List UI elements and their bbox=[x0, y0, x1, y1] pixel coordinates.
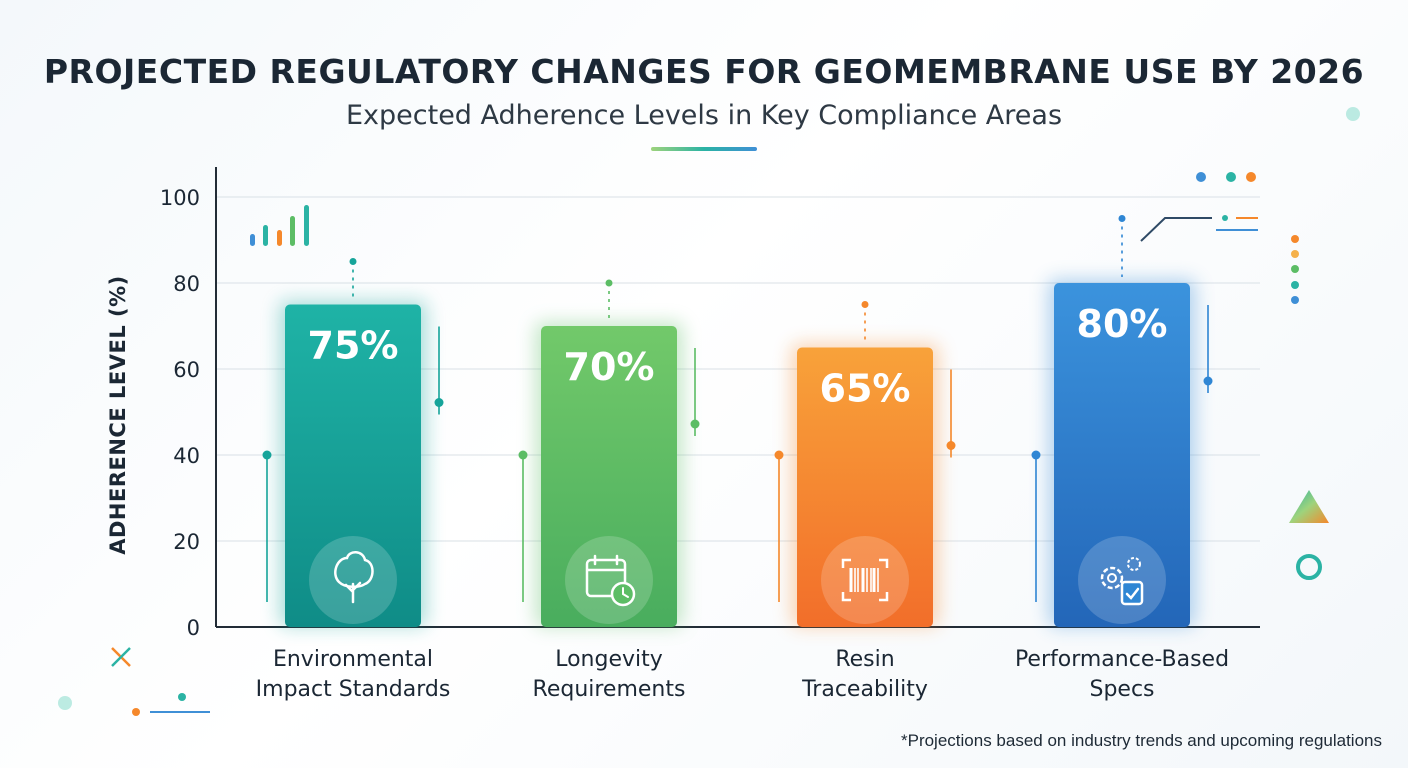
x-tick-label: Resin Traceability bbox=[801, 647, 928, 702]
accent-dot bbox=[262, 450, 272, 460]
icon-badge bbox=[565, 536, 653, 624]
decorative-dot bbox=[1222, 215, 1228, 221]
x-tick-labels: Environmental Impact Standards Longevity Re… bbox=[256, 647, 1229, 702]
cross-icon bbox=[111, 647, 131, 667]
icon-badge bbox=[309, 536, 397, 624]
accent-dot bbox=[1031, 450, 1041, 460]
ring-icon bbox=[1296, 554, 1322, 580]
icon-badge bbox=[821, 536, 909, 624]
decorative-dot bbox=[178, 693, 186, 701]
bar bbox=[285, 304, 421, 627]
bar-group: 80% bbox=[1031, 215, 1213, 627]
leader-dot bbox=[1118, 215, 1126, 222]
x-tick-label-line: Impact Standards bbox=[256, 677, 451, 702]
leader-dot bbox=[605, 279, 613, 287]
gear-large-hub bbox=[1107, 573, 1117, 583]
leader-dot bbox=[349, 258, 357, 265]
bar-value-label: 70% bbox=[564, 345, 655, 389]
bar-value-label: 80% bbox=[1077, 302, 1168, 346]
leader-dot bbox=[861, 301, 869, 308]
y-tick-label: 60 bbox=[173, 358, 200, 382]
decorative-dot bbox=[132, 708, 140, 716]
calendar-clock-icon bbox=[565, 536, 653, 624]
barcode-scan-icon bbox=[821, 536, 909, 624]
y-tick-label: 0 bbox=[187, 616, 200, 640]
gear-large bbox=[1100, 566, 1124, 590]
bar-group: 70% bbox=[518, 279, 700, 627]
clipboard-check bbox=[1125, 587, 1140, 600]
bar-group: 75% bbox=[262, 258, 444, 627]
x-tick-label-line: Environmental bbox=[273, 647, 433, 672]
scan-frame bbox=[841, 558, 889, 602]
triangle-icon bbox=[1289, 490, 1329, 523]
bar-value-label: 65% bbox=[820, 367, 911, 411]
tree-crown bbox=[334, 551, 374, 588]
y-tick-label: 100 bbox=[160, 186, 200, 210]
x-tick-label-line: Requirements bbox=[533, 677, 686, 702]
footnote: *Projections based on industry trends an… bbox=[900, 731, 1382, 750]
decorative-dot bbox=[58, 696, 72, 710]
bars: 75% 70% 65% 80% bbox=[262, 215, 1213, 627]
accent-dot bbox=[774, 450, 784, 460]
bar bbox=[541, 326, 677, 627]
clipboard bbox=[1120, 580, 1144, 606]
calendar-rings bbox=[593, 554, 619, 566]
x-tick-label: Performance-Based Specs bbox=[1015, 647, 1229, 702]
gear-small bbox=[1127, 557, 1141, 571]
x-tick-label: Longevity Requirements bbox=[533, 647, 686, 702]
y-tick-label: 80 bbox=[173, 272, 200, 296]
x-tick-label-line: Performance-Based bbox=[1015, 647, 1229, 672]
accent-dot bbox=[946, 441, 956, 450]
accent-dot bbox=[690, 419, 700, 429]
chart-subtitle: Expected Adherence Levels in Key Complia… bbox=[345, 100, 1063, 131]
y-tick-labels: 0 20 40 60 80 100 bbox=[160, 186, 200, 640]
y-tick-label: 20 bbox=[173, 530, 200, 554]
x-tick-label: Environmental Impact Standards bbox=[256, 647, 451, 702]
bar bbox=[1054, 283, 1190, 627]
bar-group: 65% bbox=[774, 301, 956, 627]
clock-hands bbox=[622, 587, 629, 598]
bar bbox=[797, 347, 933, 627]
x-tick-label-line: Longevity bbox=[555, 647, 663, 672]
decorative-dot bbox=[1346, 107, 1360, 121]
accent-dot bbox=[1203, 376, 1213, 386]
x-tick-label-line: Specs bbox=[1089, 677, 1154, 702]
accent-dot bbox=[518, 450, 528, 460]
gears-clipboard-icon bbox=[1078, 536, 1166, 624]
decorative-mini-bars-icon bbox=[250, 205, 309, 246]
title-underline bbox=[651, 147, 757, 151]
x-tick-label-line: Traceability bbox=[801, 677, 928, 702]
y-tick-label: 40 bbox=[173, 444, 200, 468]
x-tick-label-line: Resin bbox=[835, 647, 894, 672]
tree-icon bbox=[309, 536, 397, 624]
chart-title: PROJECTED REGULATORY CHANGES FOR GEOMEMB… bbox=[43, 52, 1365, 91]
accent-dot bbox=[434, 398, 444, 407]
decorative-lines-icon bbox=[150, 217, 1258, 713]
decorative-dots-icon bbox=[1196, 172, 1299, 304]
calendar-frame bbox=[585, 558, 627, 598]
bar-value-label: 75% bbox=[308, 324, 399, 368]
